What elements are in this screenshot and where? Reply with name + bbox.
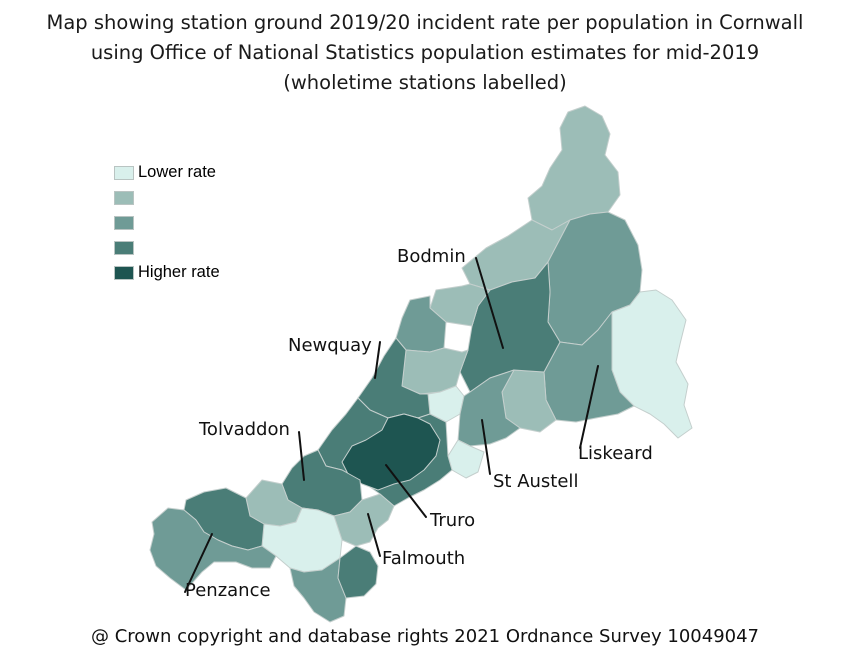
title-line-1: Map showing station ground 2019/20 incid…: [46, 11, 804, 34]
region-st-austell-bay: [447, 439, 485, 479]
station-label-liskeard: Liskeard: [578, 443, 653, 464]
title-line-3: (wholetime stations labelled): [283, 71, 567, 94]
station-label-tolvaddon: Tolvaddon: [199, 419, 290, 440]
map-title: Map showing station ground 2019/20 incid…: [0, 8, 850, 98]
station-label-truro: Truro: [430, 510, 476, 531]
legend-swatch: [114, 240, 134, 255]
region-bodmin: [459, 261, 561, 393]
region-ne-tip: [527, 105, 621, 231]
legend-item-2: [114, 185, 220, 210]
region-lizard-light: [261, 507, 343, 573]
region-st-austell: [457, 369, 521, 447]
region-east-light: [611, 289, 693, 439]
legend-swatch: [114, 190, 134, 205]
legend-item-lower: Lower rate: [114, 160, 220, 185]
title-line-2: using Office of National Statistics popu…: [90, 41, 760, 64]
map-legend: Lower rate Higher rate: [114, 160, 220, 285]
legend-item-3: [114, 210, 220, 235]
region-falmouth: [333, 493, 395, 547]
station-label-bodmin: Bodmin: [397, 246, 466, 267]
region-lands-end: [149, 507, 277, 591]
region-lizard-dark: [337, 545, 379, 599]
legend-label: Higher rate: [138, 263, 220, 281]
legend-swatch: [114, 215, 134, 230]
region-inland-light: [401, 347, 469, 395]
region-lizard-south: [289, 557, 347, 623]
station-label-falmouth: Falmouth: [382, 548, 466, 569]
legend-swatch: [114, 265, 134, 280]
legend-item-higher: Higher rate: [114, 260, 220, 285]
station-label-penzance: Penzance: [185, 580, 271, 601]
station-label-newquay: Newquay: [288, 335, 372, 356]
legend-swatch: [114, 165, 134, 180]
legend-label: Lower rate: [138, 163, 216, 181]
legend-item-4: [114, 235, 220, 260]
station-label-st-austell: St Austell: [493, 471, 579, 492]
copyright-notice: @ Crown copyright and database rights 20…: [90, 626, 759, 647]
